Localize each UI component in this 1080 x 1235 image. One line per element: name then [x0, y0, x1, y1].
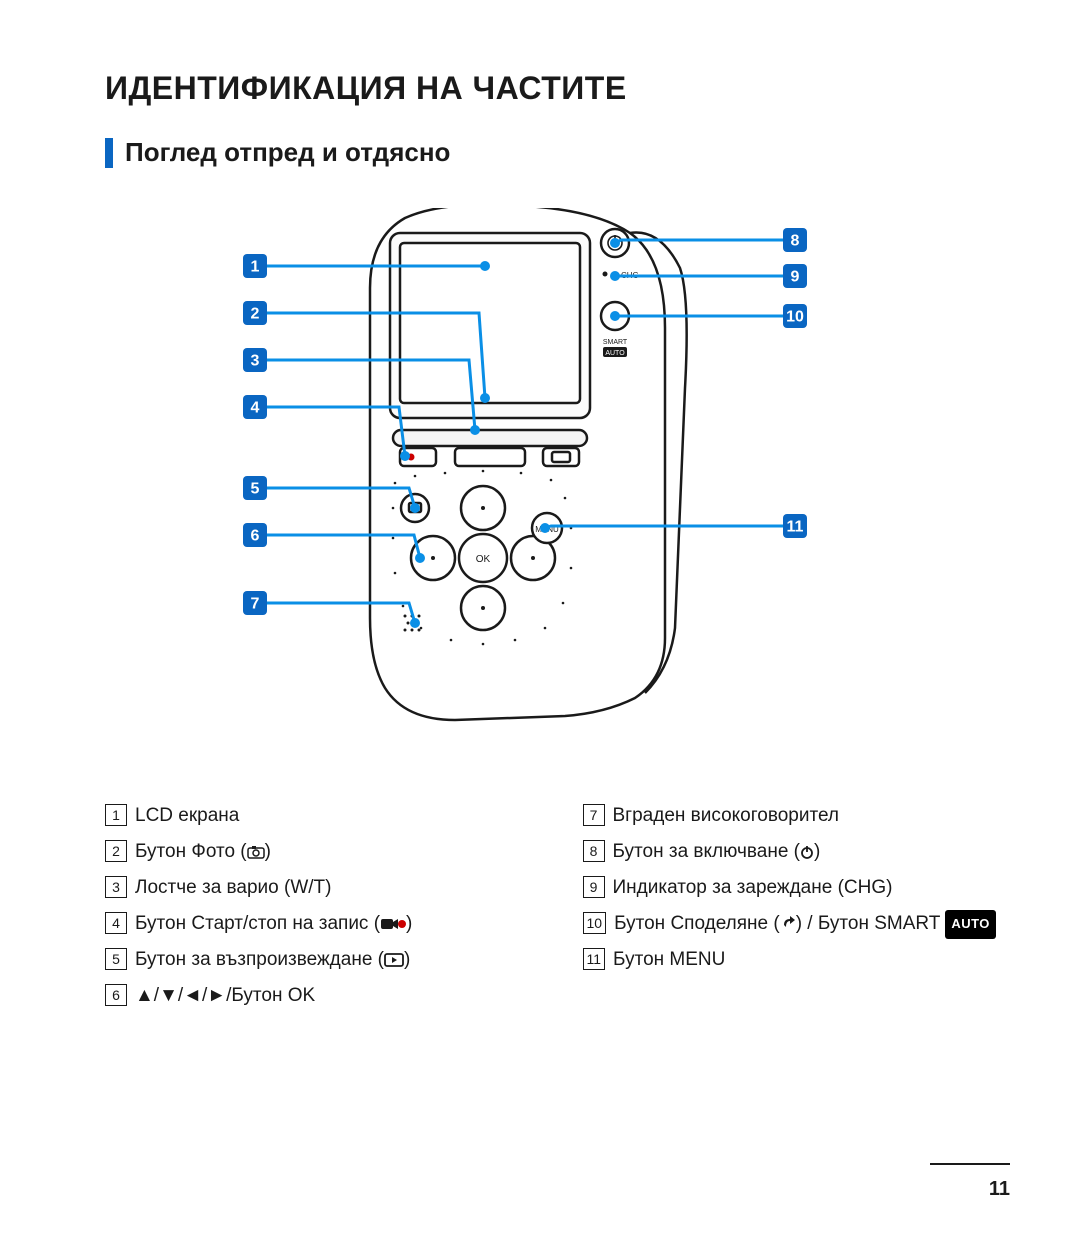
svg-text:8: 8 — [791, 233, 800, 250]
page-rule — [930, 1163, 1010, 1165]
legend-number: 8 — [583, 840, 605, 862]
legend-label: Бутон Фото () — [135, 834, 523, 870]
legend-item: 3 Лостче за варио (W/T) — [105, 870, 523, 906]
svg-text:9: 9 — [791, 269, 800, 286]
legend-label: Бутон за включване () — [613, 834, 1001, 870]
svg-text:3: 3 — [251, 353, 260, 370]
legend-item: 8 Бутон за включване () — [583, 834, 1001, 870]
legend-item: 5 Бутон за възпроизвеждане () — [105, 942, 523, 978]
accent-bar — [105, 138, 113, 168]
page-number: 11 — [989, 1178, 1010, 1201]
auto-badge: AUTO — [945, 910, 996, 939]
legend-item: 11 Бутон MENU — [583, 942, 1001, 978]
legend-label: Вграден високоговорител — [613, 798, 1001, 834]
legend-left-column: 1 LCD екрана 2 Бутон Фото () 3 Лостче за вари… — [105, 798, 523, 1015]
legend-right-column: 7 Вграден високоговорител 8 Бутон за включв… — [583, 798, 1001, 1015]
diagram-svg: OK MENU — [105, 208, 1005, 748]
manual-page: ИДЕНТИФИКАЦИЯ НА ЧАСТИТЕ Поглед отпред и… — [0, 0, 1080, 1235]
legend-label: Бутон за възпроизвеждане () — [135, 942, 523, 978]
legend-item: 4 Бутон Старт/стоп на запис () — [105, 906, 523, 942]
svg-text:SMART: SMART — [603, 339, 628, 346]
legend: 1 LCD екрана 2 Бутон Фото () 3 Лостче за вари… — [105, 798, 1000, 1015]
legend-label: Бутон Старт/стоп на запис () — [135, 906, 523, 942]
svg-text:6: 6 — [251, 528, 260, 545]
page-title: ИДЕНТИФИКАЦИЯ НА ЧАСТИТЕ — [105, 70, 1000, 107]
legend-number: 4 — [105, 912, 127, 934]
legend-item: 6 ▲/▼/◄/►/Бутон OK — [105, 978, 523, 1014]
legend-number: 6 — [105, 984, 127, 1006]
legend-number: 7 — [583, 804, 605, 826]
svg-text:OK: OK — [476, 554, 491, 565]
legend-number: 11 — [583, 948, 606, 970]
svg-text:7: 7 — [251, 596, 260, 613]
legend-label: LCD екрана — [135, 798, 523, 834]
section-heading: Поглед отпред и отдясно — [105, 137, 1000, 168]
legend-item: 1 LCD екрана — [105, 798, 523, 834]
svg-text:11: 11 — [787, 519, 804, 536]
legend-number: 1 — [105, 804, 127, 826]
section-subtitle: Поглед отпред и отдясно — [125, 137, 450, 168]
legend-number: 10 — [583, 912, 607, 934]
svg-text:2: 2 — [251, 306, 260, 323]
legend-item: 7 Вграден високоговорител — [583, 798, 1001, 834]
legend-label: Индикатор за зареждане (CHG) — [613, 870, 1001, 906]
legend-item: 2 Бутон Фото () — [105, 834, 523, 870]
legend-label: Бутон Споделяне () / Бутон SMART AUTO — [614, 906, 1000, 942]
legend-label: ▲/▼/◄/►/Бутон OK — [135, 978, 523, 1014]
svg-text:4: 4 — [251, 400, 260, 417]
legend-number: 3 — [105, 876, 127, 898]
svg-text:1: 1 — [251, 259, 260, 276]
legend-number: 5 — [105, 948, 127, 970]
legend-item: 9 Индикатор за зареждане (CHG) — [583, 870, 1001, 906]
legend-label: Бутон MENU — [613, 942, 1000, 978]
legend-item: 10 Бутон Споделяне () / Бутон SMART AUTO — [583, 906, 1001, 942]
svg-text:AUTO: AUTO — [605, 350, 625, 357]
legend-number: 2 — [105, 840, 127, 862]
legend-number: 9 — [583, 876, 605, 898]
svg-text:10: 10 — [786, 309, 804, 326]
parts-diagram: OK MENU — [105, 208, 1005, 748]
svg-text:5: 5 — [251, 481, 260, 498]
legend-label: Лостче за варио (W/T) — [135, 870, 523, 906]
